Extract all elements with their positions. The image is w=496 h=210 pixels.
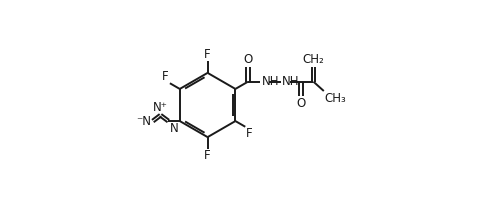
Text: F: F bbox=[204, 149, 211, 162]
Text: N: N bbox=[170, 122, 179, 135]
Text: NH: NH bbox=[282, 75, 299, 88]
Text: O: O bbox=[244, 53, 252, 66]
Text: ⁻N: ⁻N bbox=[136, 115, 152, 127]
Text: F: F bbox=[247, 127, 253, 140]
Text: F: F bbox=[204, 48, 211, 61]
Text: NH: NH bbox=[262, 75, 280, 88]
Text: N⁺: N⁺ bbox=[153, 101, 168, 114]
Text: CH₃: CH₃ bbox=[324, 92, 346, 105]
Text: CH₂: CH₂ bbox=[303, 53, 324, 66]
Text: O: O bbox=[297, 97, 306, 110]
Text: F: F bbox=[162, 70, 169, 83]
